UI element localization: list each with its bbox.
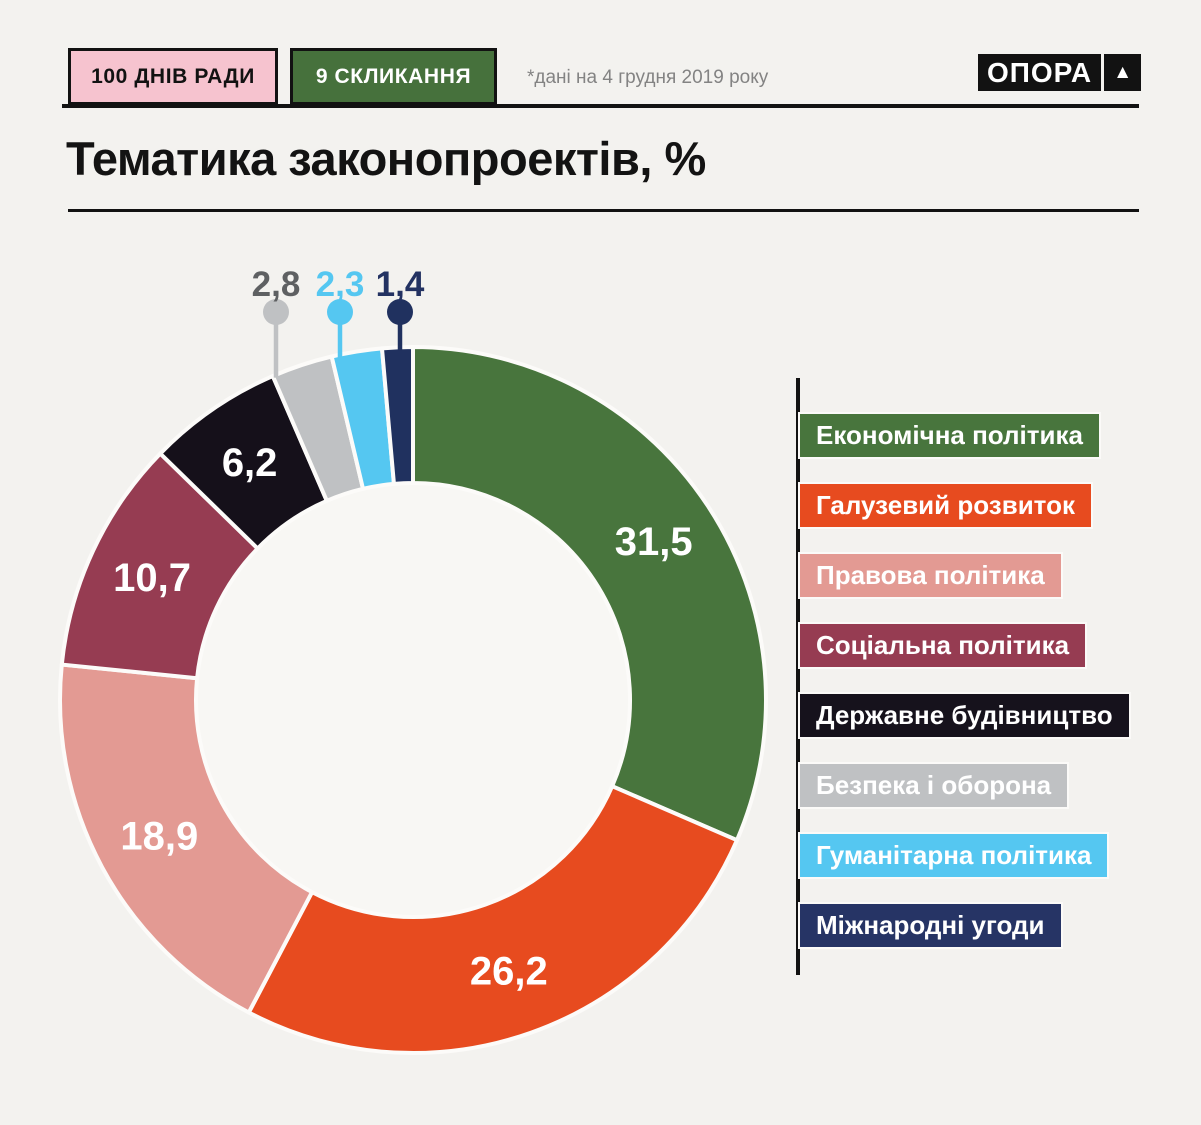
data-date-note: *дані на 4 грудня 2019 року bbox=[527, 67, 769, 88]
legend-item-label: Економічна політика bbox=[816, 420, 1083, 450]
legend-item-label: Безпека і оборона bbox=[816, 770, 1052, 800]
badge-100-days-label: 100 ДНІВ РАДИ bbox=[91, 64, 255, 88]
legend-item-security-defense: Безпека і оборона bbox=[798, 762, 1070, 809]
slice-value-label-sectoral-development: 26,2 bbox=[470, 950, 548, 994]
legend-item-label: Державне будівництво bbox=[816, 700, 1113, 730]
callout-dot-humanitarian-policy bbox=[327, 299, 353, 325]
badge-100-days: 100 ДНІВ РАДИ bbox=[68, 48, 278, 105]
page-title: Тематика законопроектів, % bbox=[66, 132, 706, 185]
callout-value-label-humanitarian-policy: 2,3 bbox=[316, 265, 365, 304]
legend-item-social-policy: Соціальна політика bbox=[798, 622, 1088, 669]
opora-logo-text: ОПОРА bbox=[978, 54, 1102, 91]
donut-slice-legal-policy bbox=[58, 662, 315, 1015]
opora-triangle-icon: ▲ bbox=[1104, 54, 1142, 91]
donut-slice-international-agreements bbox=[379, 345, 415, 486]
donut-slice-sectoral-development bbox=[246, 784, 739, 1055]
slice-value-label-social-policy: 10,7 bbox=[113, 556, 191, 600]
legend-item-label: Міжнародні угоди bbox=[816, 910, 1045, 940]
legend-item-sectoral-development: Галузевий розвиток bbox=[798, 482, 1093, 529]
donut-hole bbox=[197, 484, 629, 916]
legend-item-state-building: Державне будівництво bbox=[798, 692, 1131, 739]
legend-item-legal-policy: Правова політика bbox=[798, 552, 1063, 599]
opora-logo: ОПОРА ▲ bbox=[978, 54, 1142, 91]
badge-9th-convocation-label: 9 СКЛИКАННЯ bbox=[315, 64, 472, 88]
legend-item-label: Галузевий розвиток bbox=[816, 490, 1075, 520]
legend-bars: Економічна політика Галузевий розвиток Пра… bbox=[798, 412, 1131, 972]
callout-dot-international-agreements bbox=[387, 299, 413, 325]
legend-item-humanitarian-policy: Гуманітарна політика bbox=[798, 832, 1110, 879]
callout-dot-security-defense bbox=[263, 299, 289, 325]
slice-value-label-legal-policy: 18,9 bbox=[120, 814, 198, 858]
donut-slice-economic-policy bbox=[411, 345, 768, 843]
title-underline bbox=[68, 209, 1139, 212]
header-divider-line bbox=[62, 104, 1139, 108]
callout-value-label-international-agreements: 1,4 bbox=[376, 265, 425, 304]
slice-value-label-state-building: 6,2 bbox=[222, 441, 278, 485]
legend-item-economic-policy: Економічна політика bbox=[798, 412, 1101, 459]
legend-axis-line bbox=[796, 378, 800, 975]
slice-value-label-economic-policy: 31,5 bbox=[615, 520, 693, 564]
legend-item-label: Гуманітарна політика bbox=[816, 840, 1092, 870]
legend-item-label: Соціальна політика bbox=[816, 630, 1070, 660]
callout-value-label-security-defense: 2,8 bbox=[252, 265, 301, 304]
badge-9th-convocation: 9 СКЛИКАННЯ bbox=[290, 48, 497, 105]
legend-item-international-agreements: Міжнародні угоди bbox=[798, 902, 1063, 949]
legend-item-label: Правова політика bbox=[816, 560, 1045, 590]
